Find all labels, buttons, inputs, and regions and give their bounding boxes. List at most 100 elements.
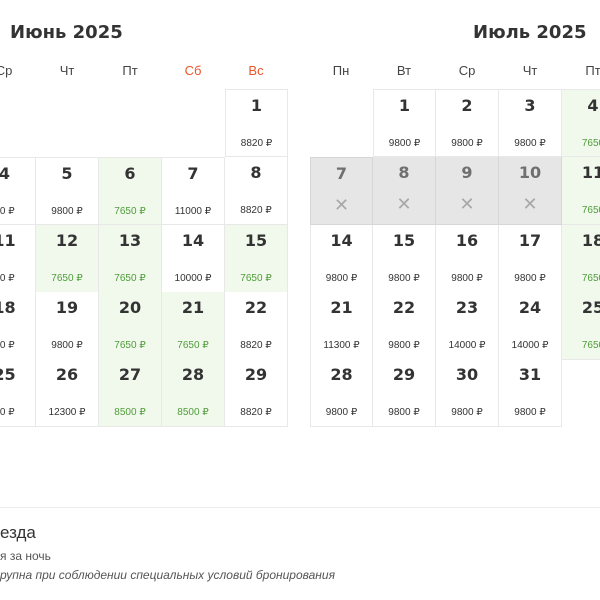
day-number: 31 [518, 365, 542, 384]
calendar-day[interactable]: 26 12300 ₽ [36, 359, 99, 427]
day-price: 14000 ₽ [448, 340, 486, 351]
day-number: 4 [587, 96, 599, 115]
calendar-day[interactable]: 21 7650 ₽ [162, 292, 225, 360]
day-number: 17 [518, 231, 542, 250]
day-number: 1 [250, 96, 263, 115]
calendar-day[interactable]: 3 9800 ₽ [499, 89, 562, 157]
day-price: 9800 ₽ [51, 340, 83, 351]
day-number: 7 [187, 164, 199, 183]
calendar-day[interactable]: 17 9800 ₽ [499, 225, 562, 293]
calendar-day[interactable]: 15 7650 ₽ [225, 225, 288, 293]
calendar-day[interactable]: 13 7650 ₽ [99, 225, 162, 293]
day-number: 8 [250, 163, 262, 182]
day-price: 00 ₽ [0, 273, 15, 284]
day-number: 7 [335, 164, 348, 183]
calendar-day: 7 ✕ [310, 157, 373, 225]
calendar-day[interactable]: 29 9800 ₽ [373, 359, 436, 427]
unavailable-x-icon: ✕ [459, 194, 475, 214]
day-number: 23 [455, 298, 479, 317]
day-price: 9800 ₽ [514, 407, 546, 418]
calendar-day[interactable]: 20 7650 ₽ [99, 292, 162, 360]
legend-conditions-note: рупна при соблюдении специальных условий… [0, 568, 335, 582]
calendar-day[interactable]: 21 11300 ₽ [310, 292, 373, 360]
day-number: 16 [455, 231, 479, 250]
day-number: 10 [518, 163, 542, 182]
calendar-day[interactable]: 23 14000 ₽ [436, 292, 499, 360]
weekday-header: Ср [0, 63, 13, 78]
calendar-day[interactable]: 24 14000 ₽ [499, 292, 562, 360]
weekday-header: Вт [396, 63, 412, 78]
day-price: 00 ₽ [0, 407, 15, 418]
calendar-day[interactable]: 22 8820 ₽ [225, 292, 288, 360]
day-price: 7650 ₽ [240, 273, 272, 284]
day-number: 6 [124, 164, 136, 183]
weekday-header: Чт [59, 63, 75, 78]
day-number: 1 [398, 96, 411, 115]
calendar-day[interactable]: 28 9800 ₽ [310, 359, 373, 427]
day-price: 9800 ₽ [514, 273, 546, 284]
day-number: 24 [518, 298, 542, 317]
day-price: 9800 ₽ [51, 206, 83, 217]
calendar-day[interactable]: 25 00 ₽ [0, 359, 36, 427]
calendar-day[interactable]: 4 00 ₽ [0, 157, 36, 225]
day-price: 00 ₽ [0, 340, 15, 351]
day-number: 27 [118, 365, 142, 384]
calendar-day[interactable]: 6 7650 ₽ [99, 157, 162, 225]
legend-title: езда [0, 523, 36, 542]
calendar-day[interactable]: 18 00 ₽ [0, 292, 36, 360]
calendar-day[interactable]: 22 9800 ₽ [373, 292, 436, 360]
calendar-day[interactable]: 28 8500 ₽ [162, 359, 225, 427]
day-number: 13 [118, 231, 142, 250]
calendar-day[interactable]: 2 9800 ₽ [436, 89, 499, 157]
calendar-day[interactable]: 25 7650 [562, 292, 600, 360]
calendar-day[interactable]: 5 9800 ₽ [36, 157, 99, 225]
day-price: 00 ₽ [0, 206, 15, 217]
calendar-day[interactable]: 11 00 ₽ [0, 225, 36, 293]
day-number: 9 [461, 163, 473, 182]
day-number: 29 [392, 365, 416, 384]
day-price: 12300 ₽ [48, 407, 86, 418]
day-price: 9800 ₽ [451, 407, 483, 418]
calendar-day[interactable]: 27 8500 ₽ [99, 359, 162, 427]
day-price: 8500 ₽ [114, 407, 146, 418]
day-price: 9800 ₽ [514, 138, 546, 149]
day-price: 7650 [581, 273, 600, 284]
calendar-day[interactable]: 12 7650 ₽ [36, 225, 99, 293]
day-price: 9800 ₽ [325, 273, 358, 284]
day-number: 8 [398, 163, 410, 182]
day-number: 14 [330, 231, 353, 250]
calendar-day[interactable]: 1 9800 ₽ [373, 89, 436, 157]
calendar-day[interactable]: 1 8820 ₽ [225, 89, 288, 157]
calendar-day[interactable]: 18 7650 [562, 225, 600, 293]
day-price: 7650 ₽ [114, 206, 146, 217]
day-number: 18 [581, 231, 600, 250]
day-number: 28 [181, 365, 205, 384]
calendar-day: 10 ✕ [499, 157, 562, 225]
calendar-day[interactable]: 16 9800 ₽ [436, 225, 499, 293]
calendar-day[interactable]: 8 8820 ₽ [225, 157, 288, 225]
day-price: 14000 ₽ [511, 340, 549, 351]
weekday-header: Сб [184, 63, 202, 78]
day-price: 7650 ₽ [51, 273, 83, 284]
calendar-day[interactable]: 14 9800 ₽ [310, 225, 373, 293]
day-price: 8820 ₽ [240, 138, 273, 149]
calendar-day[interactable]: 7 11000 ₽ [162, 157, 225, 225]
day-number: 22 [392, 298, 416, 317]
unavailable-x-icon: ✕ [522, 194, 538, 214]
day-price: 8820 ₽ [240, 407, 272, 418]
calendar-day[interactable]: 30 9800 ₽ [436, 359, 499, 427]
calendar-day[interactable]: 4 7650 [562, 89, 600, 157]
day-price: 7650 [581, 340, 600, 351]
day-number: 15 [244, 231, 268, 250]
calendar-day[interactable]: 19 9800 ₽ [36, 292, 99, 360]
june-month-title: Июнь 2025 [10, 22, 123, 43]
calendar-day[interactable]: 14 10000 ₽ [162, 225, 225, 293]
calendar-day[interactable]: 11 7650 [562, 157, 600, 225]
day-number: 18 [0, 298, 16, 317]
calendar-day[interactable]: 29 8820 ₽ [225, 359, 288, 427]
calendar-day[interactable]: 31 9800 ₽ [499, 359, 562, 427]
day-number: 4 [0, 164, 11, 183]
day-number: 21 [181, 298, 205, 317]
day-price: 11000 ₽ [174, 206, 212, 217]
calendar-day[interactable]: 15 9800 ₽ [373, 225, 436, 293]
